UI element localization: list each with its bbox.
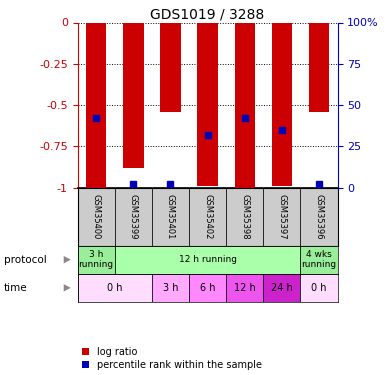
- Bar: [123, 22, 144, 168]
- Text: 0 h: 0 h: [311, 283, 327, 293]
- Text: 0 h: 0 h: [107, 283, 123, 293]
- Text: protocol: protocol: [4, 255, 47, 265]
- Bar: [189, 274, 226, 302]
- Text: GSM35401: GSM35401: [166, 194, 175, 239]
- Bar: [115, 188, 152, 246]
- Text: 3 h: 3 h: [163, 283, 178, 293]
- Polygon shape: [64, 284, 71, 291]
- Text: 4 wks
running: 4 wks running: [301, 250, 336, 269]
- Polygon shape: [64, 256, 71, 263]
- Bar: [78, 188, 115, 246]
- Bar: [152, 274, 189, 302]
- Bar: [78, 246, 115, 274]
- Text: GSM35399: GSM35399: [129, 194, 138, 239]
- Bar: [152, 188, 189, 246]
- Bar: [234, 22, 255, 188]
- Bar: [160, 22, 181, 112]
- Bar: [197, 22, 218, 186]
- Bar: [309, 22, 329, 112]
- Bar: [272, 22, 292, 186]
- Bar: [226, 188, 263, 246]
- Bar: [300, 274, 338, 302]
- Bar: [263, 274, 300, 302]
- Text: time: time: [4, 283, 28, 293]
- Text: 12 h: 12 h: [234, 283, 256, 293]
- Text: GSM35400: GSM35400: [92, 194, 100, 239]
- Bar: [78, 274, 152, 302]
- Text: GSM35397: GSM35397: [277, 194, 286, 239]
- Text: 6 h: 6 h: [200, 283, 215, 293]
- Bar: [86, 22, 106, 188]
- Text: GSM35396: GSM35396: [315, 194, 324, 239]
- Bar: [263, 188, 300, 246]
- Text: 24 h: 24 h: [271, 283, 293, 293]
- Bar: [300, 246, 338, 274]
- Text: 12 h running: 12 h running: [178, 255, 237, 264]
- Text: 3 h
running: 3 h running: [79, 250, 114, 269]
- Bar: [189, 188, 226, 246]
- Text: GSM35402: GSM35402: [203, 194, 212, 239]
- Legend: log ratio, percentile rank within the sample: log ratio, percentile rank within the sa…: [83, 347, 262, 370]
- Bar: [300, 188, 338, 246]
- Title: GDS1019 / 3288: GDS1019 / 3288: [151, 8, 265, 21]
- Bar: [115, 246, 300, 274]
- Text: GSM35398: GSM35398: [240, 194, 249, 239]
- Bar: [226, 274, 263, 302]
